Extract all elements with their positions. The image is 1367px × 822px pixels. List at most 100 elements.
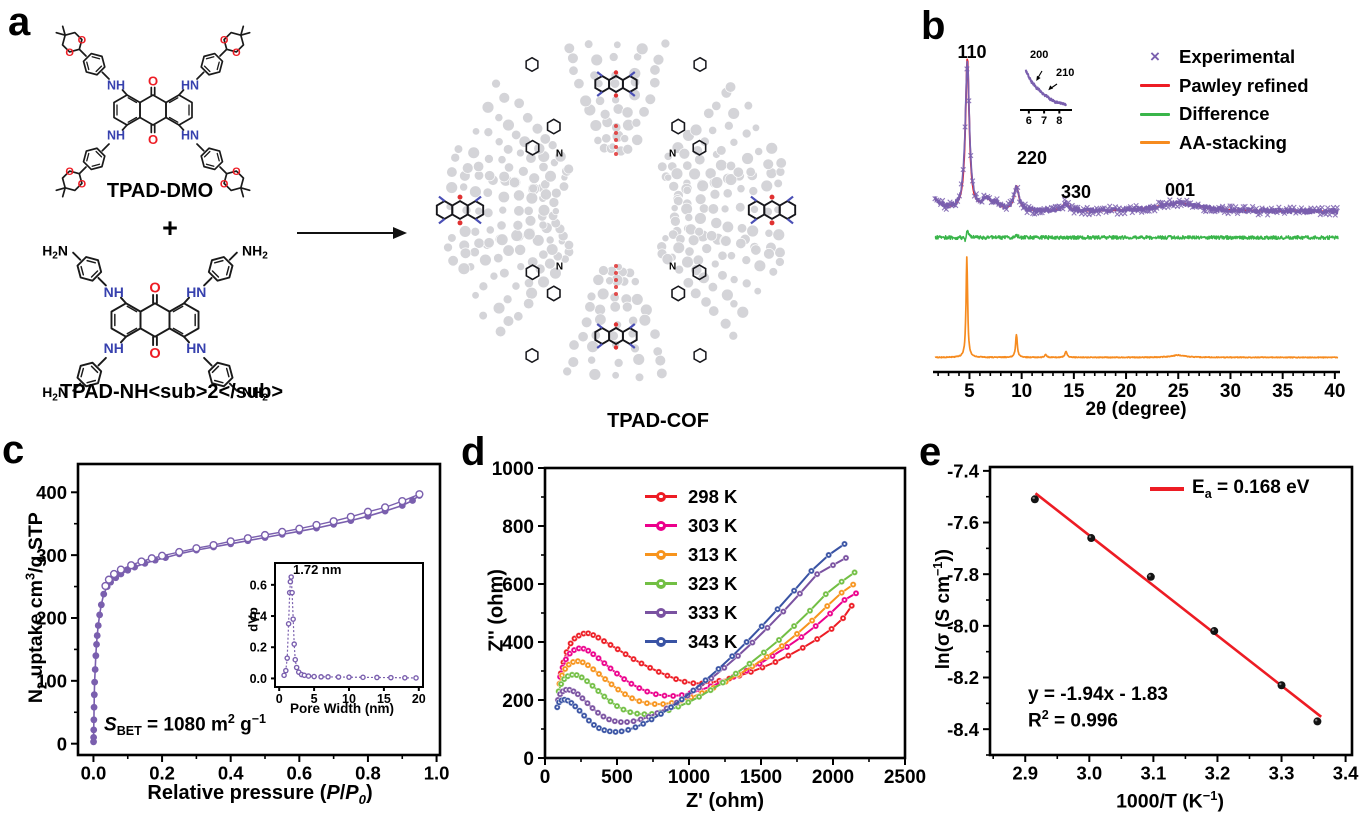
bet-surface-area-annotation: SBET = 1080 m2 g−1 [104,712,267,739]
panel-letter-b: b [921,4,946,48]
amino-group-label: NH2 [242,242,268,261]
fit-equation-annotation: y = -1.94x - 1.83 [1028,684,1168,705]
svg-text:0: 0 [523,749,534,770]
legend-item-343k: 343 K [645,627,737,656]
legend-item-303k: 303 K [645,511,737,540]
svg-text:0: 0 [57,733,67,754]
svg-text:800: 800 [502,517,534,538]
legend-item-333k: 333 K [645,598,737,627]
peak-label-001: 001 [1164,180,1196,200]
svg-text:0.4: 0.4 [250,610,267,624]
legend-label: AA-stacking [1179,131,1287,153]
peak-label-200: 200 [1030,49,1049,61]
imine-nitrogen-label: N [669,262,676,273]
panel-letter-e: e [919,430,942,474]
pore-width-annotation: 1.72 nm [293,562,342,577]
nyquist-legend: 298 K 303 K 313 K 323 K 333 K 343 K [645,482,737,656]
legend-item-323k: 323 K [645,569,737,598]
x-marker-icon: × [1150,47,1160,67]
svg-text:2500: 2500 [884,767,926,788]
legend-label: 303 K [688,514,738,536]
legend-label: 313 K [688,543,738,565]
svg-text:15: 15 [1063,381,1085,402]
svg-text:-7.8: -7.8 [947,564,979,585]
arrhenius-y-axis-title: ln(σ (S cm−1)) [930,549,955,670]
tpad-dmo-structure: O O NH HN NH HN O O O O O O O O [12,6,294,214]
tpad-nh2-label: TPAD-NH<sub>2</sub> [60,381,284,403]
svg-text:0.8: 0.8 [355,763,381,784]
svg-text:0.2: 0.2 [149,763,175,784]
legend-label: Experimental [1179,46,1296,68]
tpad-dmo-label: TPAD-DMO [106,180,214,202]
svg-text:0.6: 0.6 [250,578,267,592]
legend-label: 343 K [688,630,738,652]
svg-text:10: 10 [1011,381,1032,402]
svg-text:3.1: 3.1 [1141,763,1167,784]
line-marker-swatch-icon [645,549,677,560]
imine-nitrogen-label: N [669,148,676,159]
legend-label: Pawley refined [1179,74,1309,96]
svg-text:7: 7 [1041,115,1047,127]
pxrd-chart: 5 10 15 20 25 30 35 40 [932,58,1345,402]
r-squared-annotation: R2 = 0.996 [1028,708,1118,732]
svg-text:6: 6 [1026,115,1032,127]
line-marker-swatch-icon [645,636,677,647]
svg-text:0: 0 [540,767,551,788]
dioxane-oxygen-label: O [65,166,74,178]
svg-text:1.0: 1.0 [424,763,450,784]
line-swatch-icon [1140,141,1170,145]
tpad-cof-space-filling-model: N N N N [435,38,797,382]
svg-text:-7.6: -7.6 [947,512,979,533]
dioxane-oxygen-label: O [78,178,87,190]
line-swatch-icon [1140,112,1170,116]
dioxane-oxygen-label: O [232,47,241,59]
panel-letter-d: d [461,430,486,474]
peak-label-330: 330 [1060,182,1092,202]
svg-text:500: 500 [601,767,633,788]
svg-text:3.2: 3.2 [1205,763,1231,784]
imine-nitrogen-label: N [556,148,563,159]
line-marker-swatch-icon [645,607,677,618]
svg-text:-8.0: -8.0 [947,616,979,637]
svg-text:-8.2: -8.2 [947,667,979,688]
isotherm-x-axis-title: Relative pressure (P/P0) [147,782,373,807]
dioxane-oxygen-label: O [220,178,229,190]
legend-label: Difference [1179,103,1270,125]
isotherm-y-axis-title: N2 uptake cm3/g STP [22,512,50,704]
svg-text:0.6: 0.6 [286,763,312,784]
svg-text:1000: 1000 [492,459,534,480]
line-marker-swatch-icon [645,520,677,531]
svg-text:100: 100 [36,670,67,691]
inset-x-axis-title: Pore Width (nm) [289,701,395,716]
imine-nitrogen-label: N [556,262,563,273]
svg-text:200: 200 [502,691,534,712]
activation-energy-label: Ea = 0.168 eV [1192,477,1310,501]
svg-text:2000: 2000 [812,767,854,788]
legend-label: 333 K [688,601,738,623]
svg-text:40: 40 [1324,381,1345,402]
svg-text:0.4: 0.4 [218,763,244,784]
legend-label: 323 K [688,572,738,594]
nyquist-chart: 0 500 1000 1500 2000 2500 0 200 400 600 800 1000 [492,459,926,788]
inset-y-axis-title: dVp [245,607,261,632]
pore-size-inset-chart: 0 5 10 15 20 0.0 0.2 0.4 0.6 [250,562,426,706]
svg-text:300: 300 [36,545,67,566]
panel-letter-c: c [2,428,25,472]
dioxane-oxygen-label: O [65,47,74,59]
svg-text:20: 20 [412,692,426,706]
plus-sign: + [162,213,178,243]
dioxane-oxygen-label: O [220,35,229,47]
svg-text:8: 8 [1056,115,1062,127]
arrhenius-chart: 2.9 3.0 3.1 3.2 3.3 3.4 -8.4 -8.2 -8.0 -7.8 -7.6 -7… [947,461,1359,784]
fit-line-swatch-icon [1150,487,1184,491]
svg-text:0.2: 0.2 [250,641,267,655]
amino-group-label: H2N [42,242,68,261]
line-marker-swatch-icon [645,491,677,502]
legend-item-313k: 313 K [645,540,737,569]
legend-label: 298 K [688,485,738,507]
svg-text:20: 20 [1115,381,1136,402]
legend-item-difference: Difference [1140,100,1309,129]
peak-label-110: 110 [957,42,987,62]
svg-text:35: 35 [1272,381,1294,402]
